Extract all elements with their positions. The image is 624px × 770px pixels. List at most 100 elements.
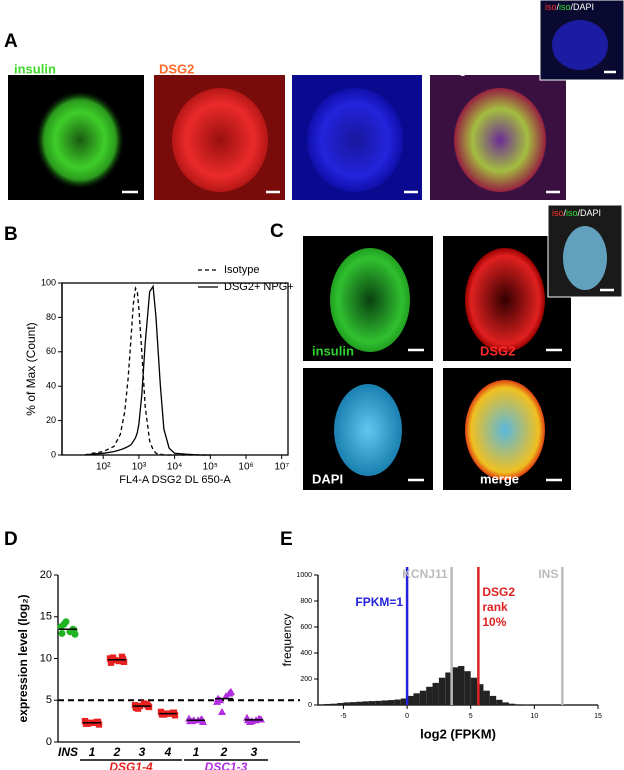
legend-label: DSG2+ NPG+ bbox=[224, 281, 294, 293]
bar bbox=[496, 699, 503, 705]
data-point bbox=[58, 629, 66, 637]
image-label: DSG2 bbox=[480, 343, 515, 358]
marker-label: 10% bbox=[482, 615, 506, 629]
image-label: insulin bbox=[312, 343, 354, 358]
panel-label: E bbox=[280, 529, 293, 550]
panel-label: C bbox=[270, 221, 284, 242]
bar bbox=[458, 666, 465, 705]
x-tick-label: 2 bbox=[113, 745, 121, 759]
y-tick-label: 200 bbox=[300, 676, 312, 683]
data-point bbox=[170, 709, 178, 716]
x-tick-label: 2 bbox=[220, 745, 228, 759]
data-point bbox=[107, 659, 115, 666]
x-axis-label: log2 (FPKM) bbox=[420, 726, 496, 741]
data-point bbox=[216, 696, 224, 704]
bar bbox=[356, 701, 363, 705]
plot-frame bbox=[61, 282, 289, 456]
image-label: DAPI bbox=[297, 61, 328, 76]
y-tick-label: 0 bbox=[51, 449, 56, 459]
bar bbox=[413, 693, 420, 705]
bar bbox=[343, 702, 350, 705]
bar bbox=[508, 703, 516, 705]
y-tick-label: 1000 bbox=[296, 572, 312, 579]
bar bbox=[375, 700, 382, 705]
image-label: DAPI bbox=[312, 471, 343, 486]
data-point bbox=[222, 692, 230, 700]
x-tick-label: 1 bbox=[193, 745, 200, 759]
y-tick-label: 10 bbox=[40, 652, 52, 664]
data-point bbox=[131, 702, 139, 709]
data-point bbox=[226, 688, 234, 696]
y-tick-label: 0 bbox=[308, 702, 312, 709]
bar bbox=[464, 671, 471, 705]
x-tick-label: -5 bbox=[340, 713, 346, 720]
panel-c-images bbox=[303, 204, 623, 490]
data-point bbox=[256, 715, 264, 723]
y-tick-label: 15 bbox=[40, 611, 52, 623]
bar bbox=[362, 701, 369, 705]
bar bbox=[515, 704, 522, 705]
x-tick-label: 5 bbox=[469, 713, 473, 720]
bar bbox=[477, 684, 484, 705]
bar bbox=[470, 677, 478, 705]
bar bbox=[400, 698, 408, 705]
marker-label: INS bbox=[538, 567, 558, 581]
marker-label: FPKM=1 bbox=[355, 595, 403, 609]
bar bbox=[407, 695, 414, 705]
bar bbox=[438, 677, 446, 705]
bar bbox=[432, 682, 439, 705]
bar bbox=[381, 700, 388, 705]
data-point bbox=[109, 654, 117, 661]
bar bbox=[330, 703, 338, 705]
y-axis-label: frequency bbox=[280, 614, 294, 667]
y-tick-label: 100 bbox=[41, 277, 56, 287]
y-tick-label: 5 bbox=[46, 694, 52, 706]
x-tick-label: 10⁴ bbox=[167, 462, 182, 473]
marker-label: KCNJ11 bbox=[402, 567, 448, 581]
data-point bbox=[160, 711, 168, 718]
bar bbox=[324, 703, 331, 705]
bar bbox=[337, 703, 344, 705]
x-tick-label: 10⁶ bbox=[238, 462, 253, 473]
x-tick-label: 10² bbox=[96, 462, 111, 473]
y-tick-label: 40 bbox=[46, 381, 56, 391]
x-tick-label: 0 bbox=[405, 713, 409, 720]
bar bbox=[368, 701, 376, 705]
series-line bbox=[84, 286, 211, 456]
bar bbox=[502, 702, 509, 705]
data-point bbox=[70, 626, 78, 634]
y-axis-label: expression level (log₂) bbox=[16, 594, 30, 722]
y-tick-label: 20 bbox=[46, 415, 56, 425]
image-label: insulin bbox=[14, 61, 56, 76]
bar bbox=[394, 699, 401, 705]
x-tick-label: 4 bbox=[164, 745, 172, 759]
data-point bbox=[84, 720, 92, 727]
group-label: DSC1-3 bbox=[205, 760, 248, 770]
y-tick-label: 600 bbox=[300, 624, 312, 631]
x-tick-label: 10⁵ bbox=[203, 462, 218, 473]
image-label: DSG2 bbox=[159, 61, 194, 76]
image-label: merge bbox=[435, 61, 474, 76]
marker-label: rank bbox=[482, 600, 508, 614]
bar bbox=[419, 690, 427, 705]
bar bbox=[451, 667, 458, 705]
y-tick-label: 800 bbox=[300, 598, 312, 605]
data-point bbox=[115, 657, 123, 665]
x-tick-label: 10 bbox=[530, 713, 538, 720]
x-tick-label: 1 bbox=[89, 745, 96, 759]
x-tick-label: 3 bbox=[251, 745, 258, 759]
y-axis-label: % of Max (Count) bbox=[24, 322, 38, 415]
panel-label: D bbox=[4, 529, 18, 550]
series-line bbox=[84, 284, 211, 456]
bar bbox=[445, 672, 452, 705]
x-axis-label: FL4-A DSG2 DL 650-A bbox=[119, 474, 231, 486]
data-point bbox=[243, 713, 251, 721]
data-point bbox=[218, 707, 226, 715]
x-tick-label: 10³ bbox=[132, 462, 147, 473]
data-point bbox=[60, 620, 68, 628]
y-tick-label: 80 bbox=[46, 312, 56, 322]
bar bbox=[318, 704, 325, 705]
bar bbox=[483, 690, 490, 705]
x-tick-label: 10⁷ bbox=[274, 462, 289, 473]
